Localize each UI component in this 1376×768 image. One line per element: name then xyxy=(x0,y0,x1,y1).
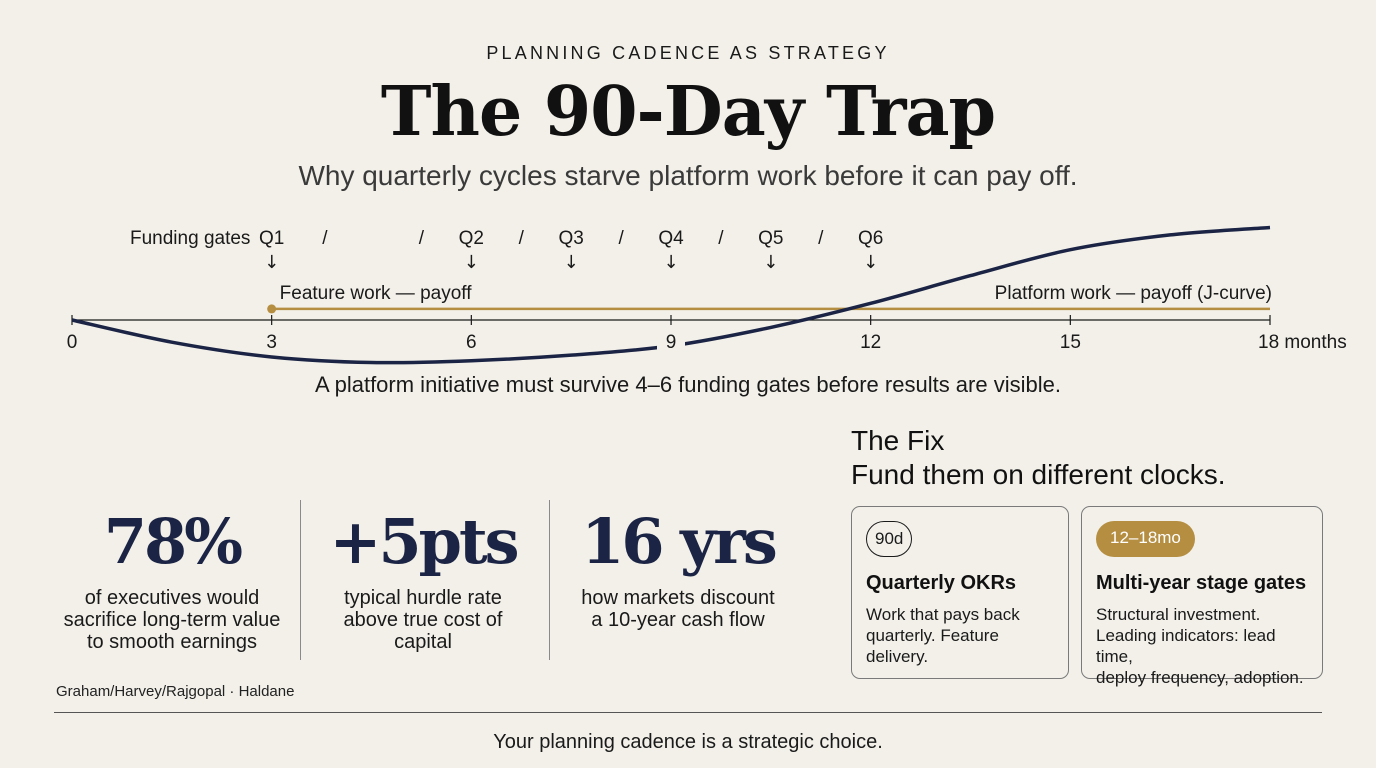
page-subtitle: Why quarterly cycles starve platform wor… xyxy=(298,160,1078,191)
x-tick-label: 12 xyxy=(860,332,881,353)
down-arrow-icon: ↓ xyxy=(763,252,778,273)
down-arrow-icon: ↓ xyxy=(464,252,479,273)
down-arrow-icon: ↓ xyxy=(863,252,878,273)
stat-value: 78% xyxy=(103,505,243,578)
kicker: PLANNING CADENCE AS STRATEGY xyxy=(486,43,890,63)
down-arrow-icon: ↓ xyxy=(564,252,579,273)
stat-value: 16 yrs xyxy=(581,505,777,578)
footer-divider xyxy=(54,712,1322,713)
footer: Your planning cadence is a strategic cho… xyxy=(493,731,883,753)
gate-label: Q3 xyxy=(558,228,583,249)
card-title: Quarterly OKRs xyxy=(866,572,1017,594)
gate-separator: / xyxy=(322,228,328,249)
down-arrow-icon: ↓ xyxy=(264,252,279,273)
x-tick-label: 3 xyxy=(266,332,277,353)
feature-work-label: Feature work — payoff xyxy=(280,283,473,304)
stat-divider xyxy=(300,500,301,660)
stat-hurdle-rate: +5pts typical hurdle rate above true cost… xyxy=(318,505,528,653)
gate-label: Q6 xyxy=(858,228,883,249)
cadence-badge: 90d xyxy=(866,521,913,557)
stat-divider xyxy=(549,500,550,660)
gates-label: Funding gates xyxy=(130,228,250,249)
x-tick-label: 15 xyxy=(1060,332,1081,353)
card-body: Structural investment. Leading indicators… xyxy=(1096,605,1304,687)
gate-separator: / xyxy=(818,228,824,249)
page-title: The 90-Day Trap xyxy=(380,72,996,152)
stat-description: of executives would sacrifice long-term v… xyxy=(63,587,281,653)
x-tick-label: 0 xyxy=(67,332,78,353)
x-tick-label: 9 xyxy=(666,332,677,353)
stat-value: +5pts xyxy=(329,505,520,578)
feature-work-start-marker xyxy=(267,304,277,314)
platform-work-label: Platform work — payoff (J-curve) xyxy=(995,283,1272,304)
sources: Graham/Harvey/Rajgopal · Haldane xyxy=(56,683,295,700)
fix-heading: The Fix Fund them on different clocks. xyxy=(851,425,1226,490)
card-body: Work that pays back quarterly. Feature del… xyxy=(866,605,1020,666)
stat-description: typical hurdle rate above true cost of cap… xyxy=(343,587,503,653)
card-title: Multi-year stage gates xyxy=(1096,572,1307,594)
stat-executives: 78% of executives would sacrifice long-te… xyxy=(62,505,282,653)
x-tick-label: 6 xyxy=(466,332,477,353)
gate-separator: / xyxy=(519,228,525,249)
stat-description: how markets discount a 10-year cash flow xyxy=(581,587,775,631)
x-tick-label: 18 months xyxy=(1258,332,1347,353)
tick-label-backdrop xyxy=(657,332,685,356)
chart-note: A platform initiative must survive 4–6 f… xyxy=(315,372,1061,397)
gate-label: Q1 xyxy=(259,228,284,249)
card-multi-year-gates: 12–18mo Multi-year stage gates Structura… xyxy=(1081,506,1323,687)
card-quarterly-okrs: 90d Quarterly OKRs Work that pays back qu… xyxy=(851,506,1069,679)
gate-label: Q4 xyxy=(658,228,684,249)
down-arrow-icon: ↓ xyxy=(663,252,678,273)
gate-label: Q5 xyxy=(758,228,783,249)
gate-separator: / xyxy=(718,228,724,249)
gate-label: Q2 xyxy=(459,228,484,249)
cadence-badge: 12–18mo xyxy=(1096,521,1195,557)
stat-market-discount: 16 yrs how markets discount a 10-year cas… xyxy=(568,505,788,631)
gate-separator: / xyxy=(618,228,624,249)
gate-separator: / xyxy=(419,228,425,249)
